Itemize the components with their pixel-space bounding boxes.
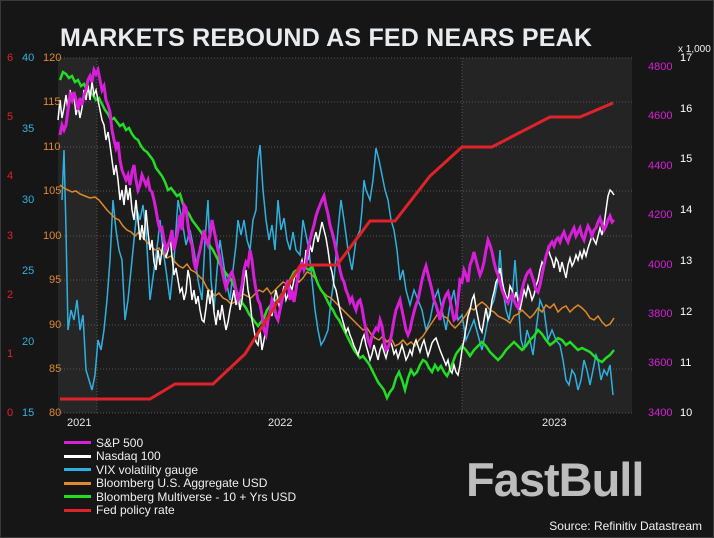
fastbull-watermark: FastBull (466, 453, 644, 506)
x-tick-2022: 2022 (268, 417, 293, 429)
legend-item-vix: VIX volatility gauge (64, 463, 296, 477)
legend-swatch (64, 481, 91, 485)
vix-line (61, 144, 614, 396)
legend-item-sp500: S&P 500 (64, 436, 296, 450)
legend-swatch (64, 441, 91, 445)
nasdaq-unit-label: x 1,000 (678, 44, 711, 55)
legend-item-nasdaq: Nasdaq 100 (64, 449, 296, 463)
sp500-line (58, 65, 616, 354)
legend-swatch (64, 508, 91, 512)
x-tick-2021: 2021 (67, 417, 92, 429)
x-tick-2023: 2023 (542, 417, 567, 429)
legend-item-fed-rate: Fed policy rate (64, 503, 296, 517)
legend-item-aggregate: Bloomberg U.S. Aggregate USD (64, 476, 296, 490)
legend-swatch (64, 495, 91, 499)
legend-swatch (64, 454, 91, 458)
legend: S&P 500 Nasdaq 100 VIX volatility gauge … (64, 436, 296, 517)
fed-rate-line (60, 101, 614, 401)
chart-title: MARKETS REBOUND AS FED NEARS PEAK (60, 24, 593, 52)
gridlines (58, 57, 632, 414)
source-note: Source: Refinitiv Datastream (549, 519, 702, 533)
nasdaq-line (57, 81, 615, 377)
legend-swatch (64, 468, 91, 472)
legend-item-multiverse: Bloomberg Multiverse - 10 + Yrs USD (64, 490, 296, 504)
multiverse-bond-line (58, 70, 615, 402)
